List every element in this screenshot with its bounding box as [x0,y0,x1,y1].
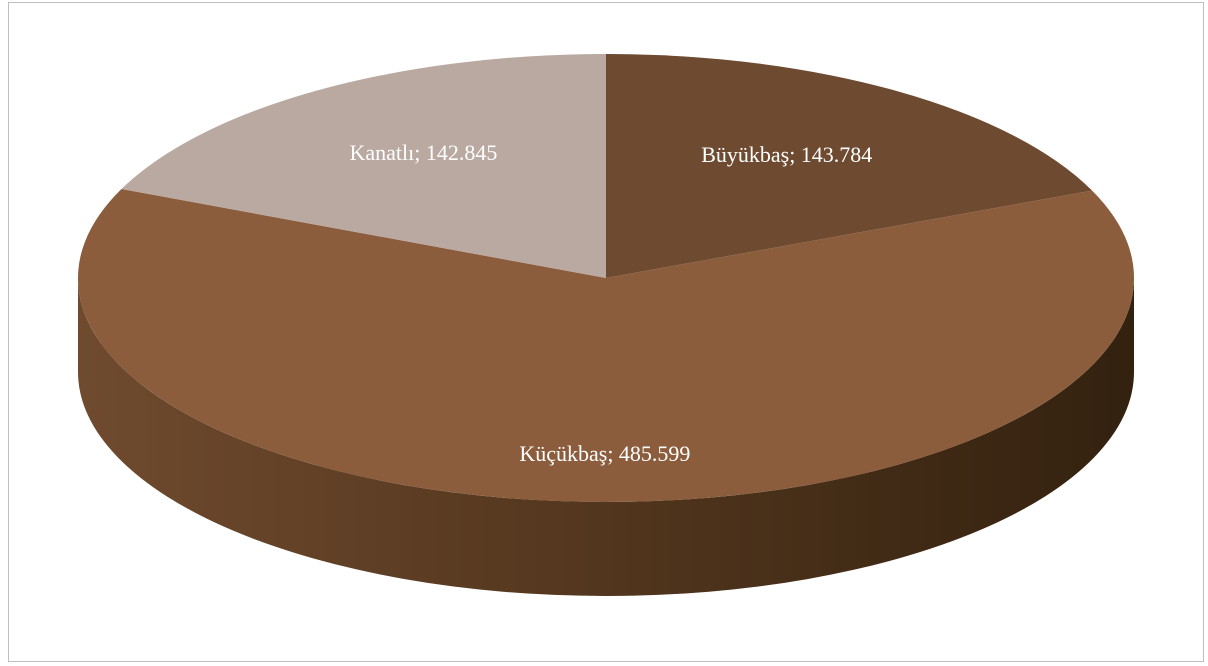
data-label-küçükbaş: Küçükbaş; 485.599 [519,441,690,466]
pie-data-labels: Büyükbaş; 143.784 Küçükbaş; 485.599 Kanatl… [349,140,872,466]
data-label-büyükbaş: Büyükbaş; 143.784 [701,142,872,167]
data-label-kanatlı: Kanatlı; 142.845 [349,140,497,165]
pie-top-faces [77,54,1135,502]
pie-slice-kanatlı [121,54,607,278]
pie-side-walls [78,278,1134,596]
pie-slice-büyükbaş [606,54,1093,278]
pie-side-wall [78,278,1134,596]
pie-slice-küçükbaş [77,189,1135,502]
